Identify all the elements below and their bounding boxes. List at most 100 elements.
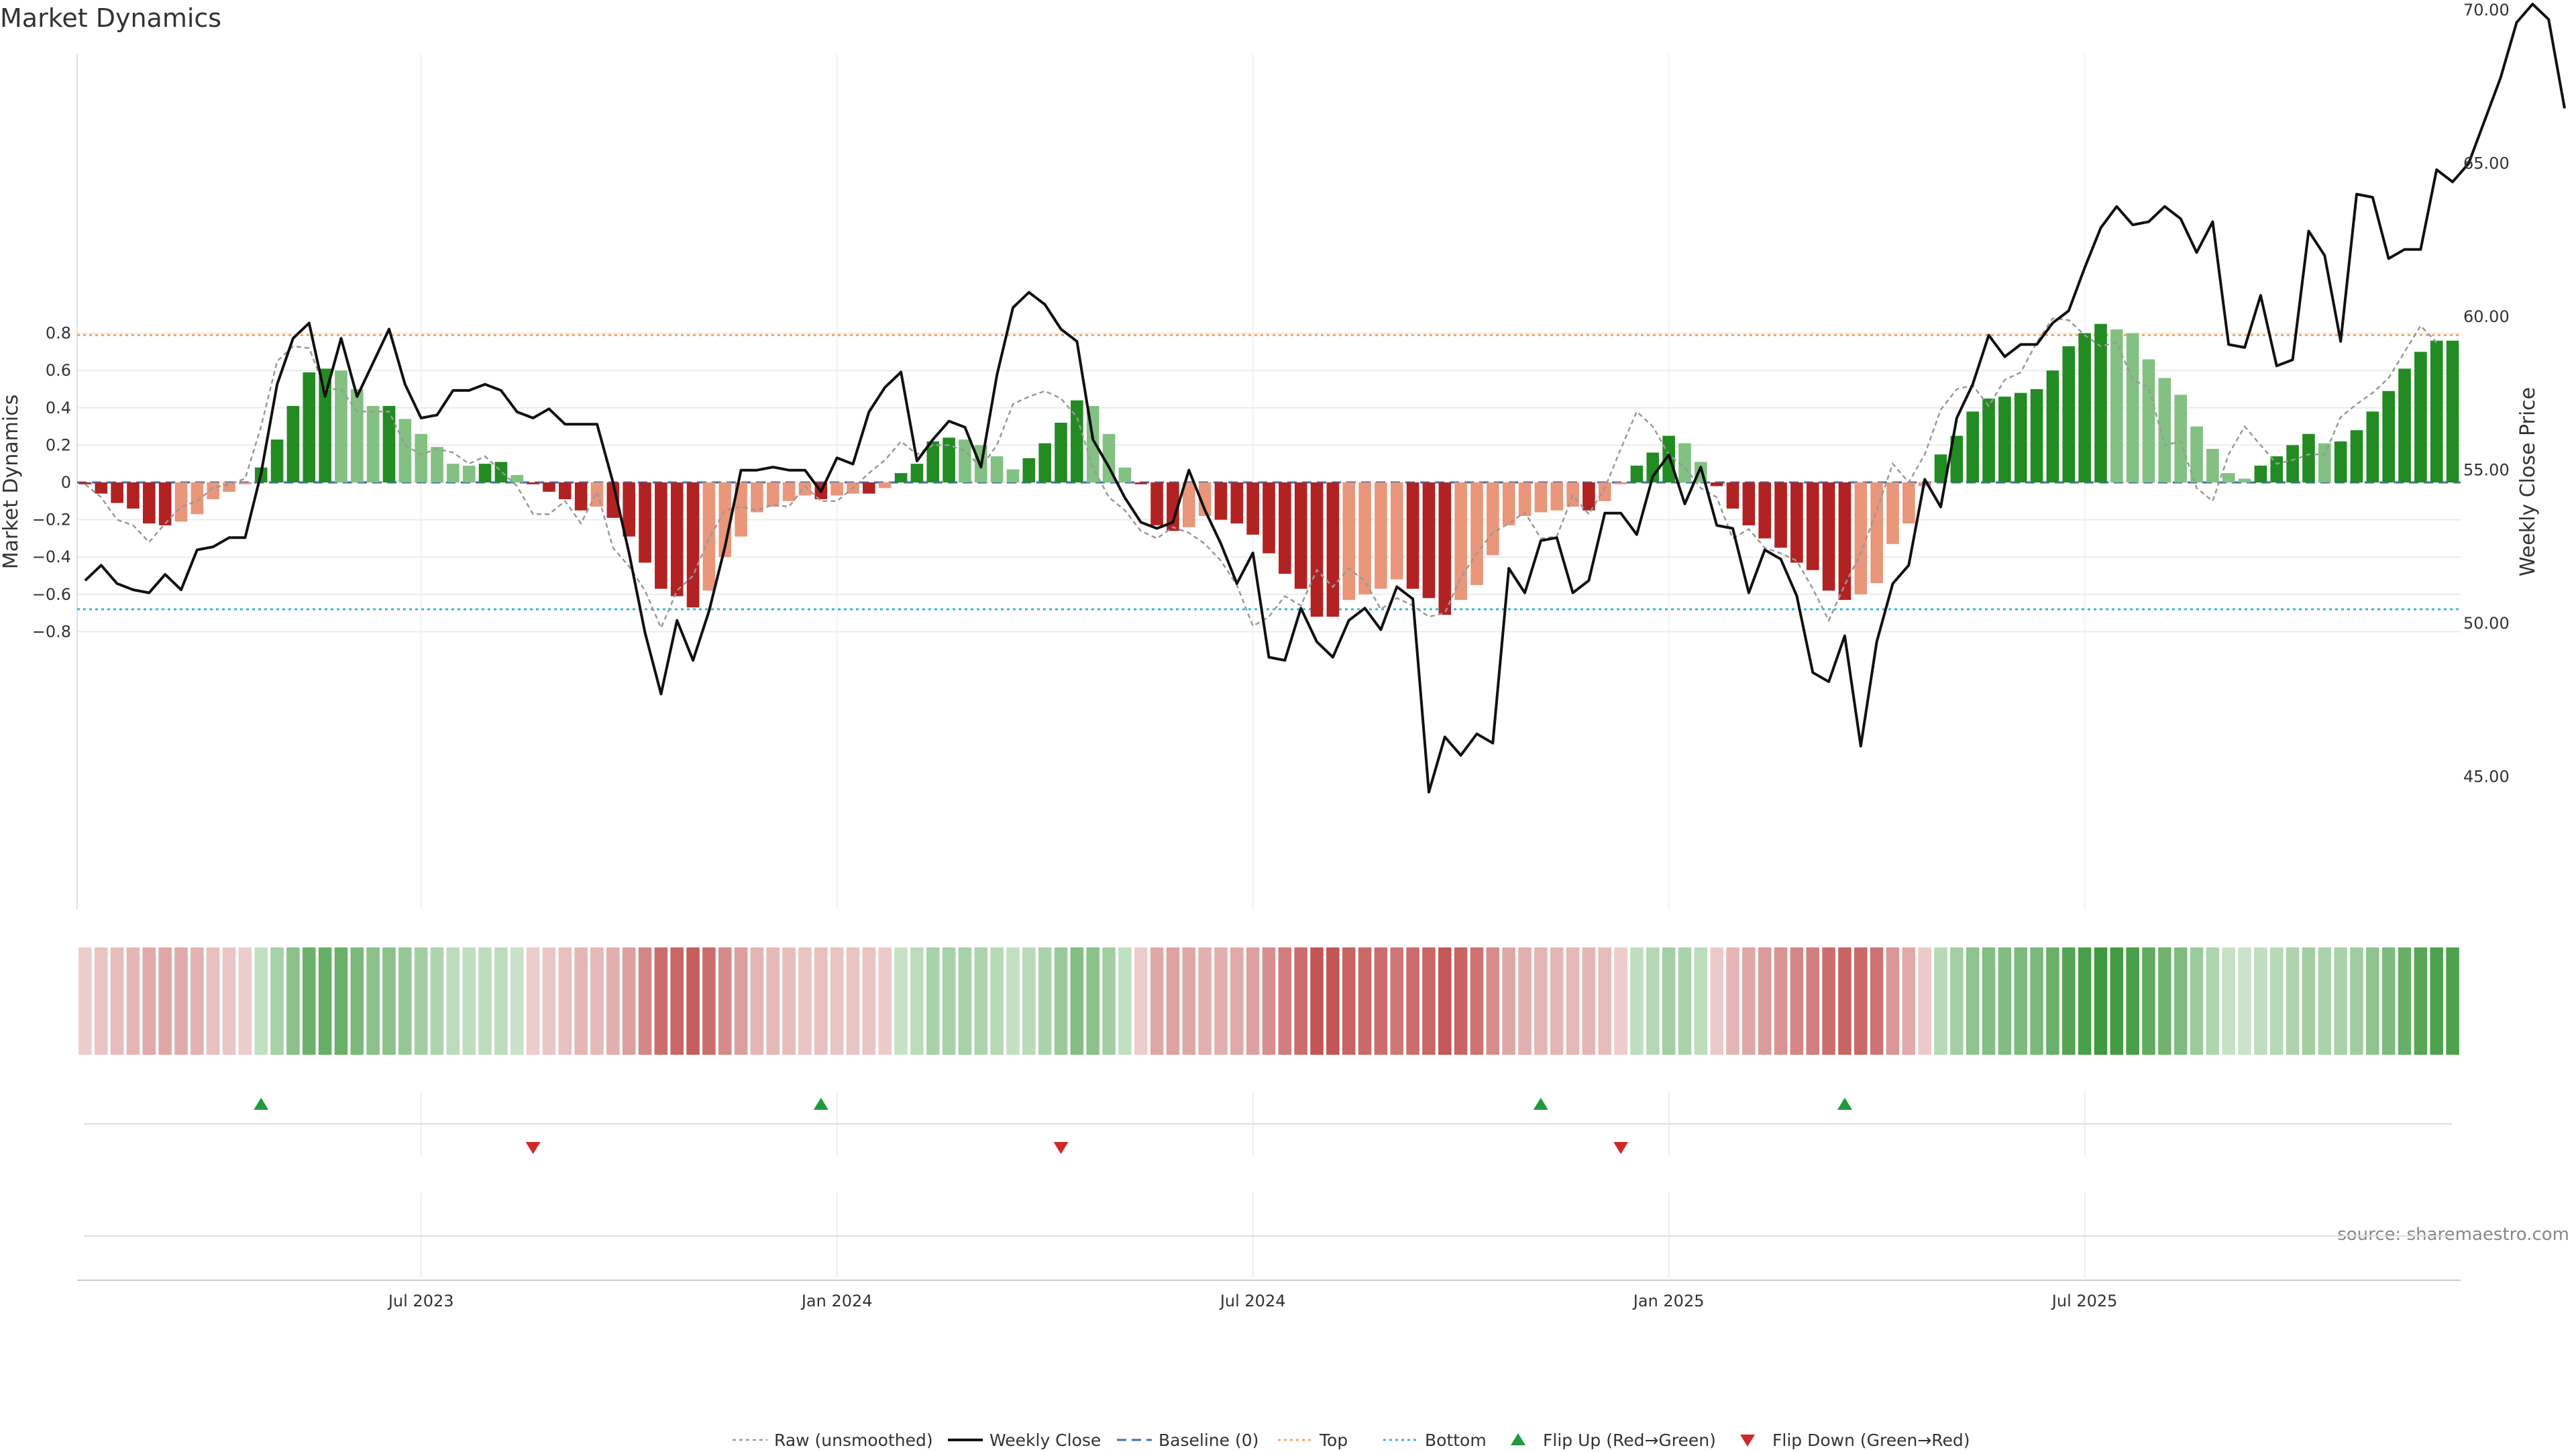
- heat-cell: [158, 947, 172, 1055]
- bar: [494, 462, 508, 482]
- bar: [1390, 482, 1403, 580]
- weekly-close-line: [84, 3, 2566, 794]
- heat-cell: [1774, 947, 1788, 1055]
- heat-cell: [1118, 947, 1132, 1055]
- bar: [1710, 482, 1723, 486]
- heat-cell: [638, 947, 652, 1055]
- bar: [1726, 482, 1739, 509]
- bar: [1822, 482, 1835, 591]
- heat-cell: [1518, 947, 1532, 1055]
- legend: Raw (unsmoothed) Weekly Close Baseline (0)…: [733, 1431, 1970, 1450]
- heat-cell: [286, 947, 300, 1055]
- heat-cell: [2398, 947, 2412, 1055]
- heat-cell: [430, 947, 444, 1055]
- heat-cell: [542, 947, 556, 1055]
- bar: [1375, 482, 1387, 589]
- bar: [303, 372, 316, 482]
- bar: [910, 464, 924, 482]
- bar: [2014, 393, 2027, 482]
- heat-cell: [1886, 947, 1900, 1055]
- heat-cell: [2446, 947, 2459, 1055]
- bar-series: [78, 323, 2459, 617]
- heat-cell: [1630, 947, 1644, 1055]
- heat-cell: [686, 947, 700, 1055]
- heat-cell: [254, 947, 268, 1055]
- bar: [1134, 482, 1148, 484]
- heat-cell: [990, 947, 1004, 1055]
- bar: [2190, 426, 2203, 482]
- bar: [639, 482, 651, 563]
- legend-label: Bottom: [1425, 1431, 1487, 1449]
- bar: [2110, 329, 2123, 482]
- bar: [718, 482, 732, 558]
- bar: [1630, 465, 1644, 482]
- bar: [2046, 370, 2059, 482]
- heat-cell: [2030, 947, 2043, 1055]
- bar: [1854, 482, 1868, 594]
- heat-cell: [1166, 947, 1180, 1055]
- legend-label: Flip Down (Green→Red): [1772, 1431, 1970, 1449]
- bar: [1214, 482, 1228, 520]
- bar: [158, 482, 172, 525]
- bar: [2126, 333, 2139, 482]
- bar: [1246, 482, 1259, 535]
- bar: [1614, 482, 1627, 484]
- bar: [798, 482, 812, 496]
- heat-cell: [334, 947, 348, 1055]
- heat-cell: [1534, 947, 1548, 1055]
- heat-cell: [606, 947, 620, 1055]
- x-tick-label: Jul 2025: [2051, 1292, 2118, 1310]
- heat-cell: [1006, 947, 1020, 1055]
- x-tick-label: Jul 2023: [387, 1292, 454, 1310]
- bar: [1518, 482, 1532, 517]
- bar: [1982, 398, 1995, 482]
- y-axis-right-title: Weekly Close Price: [2516, 387, 2540, 576]
- heat-cell: [94, 947, 108, 1055]
- heat-cell: [1854, 947, 1868, 1055]
- heat-cell: [1486, 947, 1500, 1055]
- bar: [1150, 482, 1163, 525]
- flip-up-marker: [1837, 1098, 1852, 1110]
- bar: [1438, 482, 1452, 615]
- bar: [1326, 482, 1340, 617]
- bar: [2238, 478, 2251, 482]
- flip-up-marker: [1533, 1098, 1548, 1110]
- y-left-tick-label: 0.6: [46, 361, 71, 380]
- heat-cell: [78, 947, 92, 1055]
- y-left-tick-label: −0.8: [32, 622, 71, 641]
- heat-cell: [1822, 947, 1835, 1055]
- heat-cell: [1390, 947, 1404, 1055]
- bar: [766, 482, 780, 507]
- bar: [2414, 352, 2427, 482]
- heat-cell: [782, 947, 796, 1055]
- heat-cell: [734, 947, 748, 1055]
- heat-cell: [1374, 947, 1388, 1055]
- bar: [223, 482, 235, 492]
- heat-cell: [2142, 947, 2155, 1055]
- y-right-tick-label: 50.00: [2463, 614, 2510, 633]
- heat-cell: [2206, 947, 2220, 1055]
- bar: [2270, 456, 2284, 482]
- legend-label: Weekly Close: [989, 1431, 1101, 1449]
- flip-up-marker: [813, 1098, 828, 1110]
- bar: [830, 482, 843, 496]
- bar: [350, 389, 364, 482]
- bar: [78, 482, 92, 484]
- bar: [2206, 448, 2219, 482]
- bar: [1406, 482, 1419, 589]
- bar: [2318, 443, 2331, 482]
- x-tick-label: Jan 2024: [800, 1292, 873, 1310]
- bar: [1998, 397, 2011, 482]
- heat-cell: [1342, 947, 1356, 1055]
- bar: [1950, 435, 1964, 482]
- bar: [894, 473, 908, 482]
- bar: [1582, 482, 1595, 511]
- heat-cell: [1134, 947, 1148, 1055]
- heat-cell: [2430, 947, 2444, 1055]
- heat-cell: [2094, 947, 2108, 1055]
- heat-strip: [78, 947, 2459, 1055]
- bar: [670, 482, 684, 597]
- bar: [702, 482, 716, 591]
- heat-cell: [318, 947, 332, 1055]
